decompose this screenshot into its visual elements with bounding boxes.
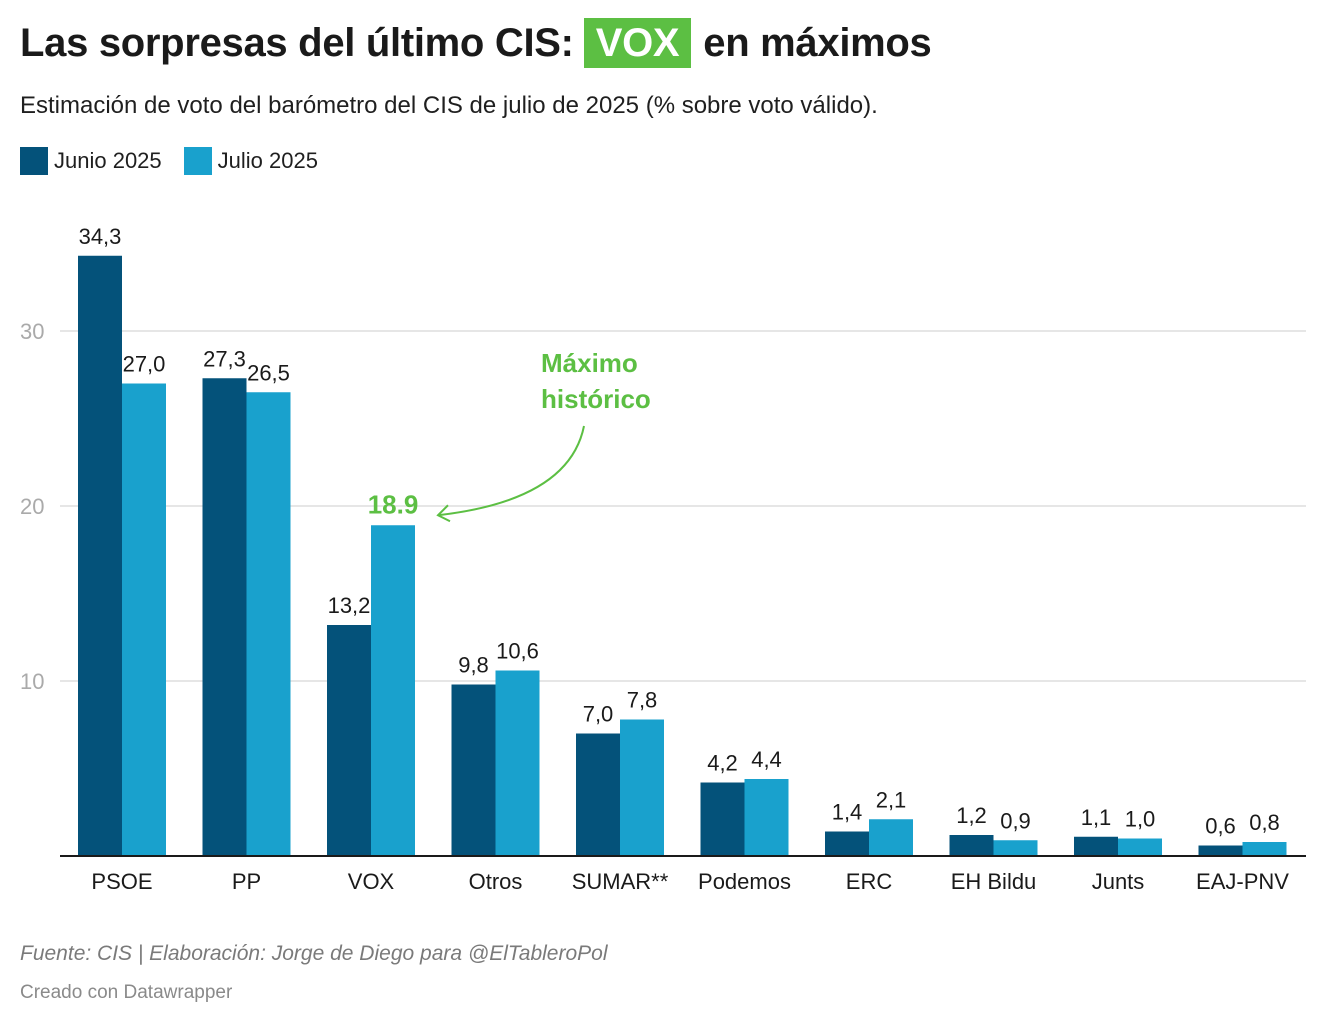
- value-label: 1,2: [956, 803, 987, 828]
- chart-subtitle: Estimación de voto del barómetro del CIS…: [20, 92, 878, 119]
- value-label: 27,0: [123, 352, 166, 377]
- annotation: Máximo histórico: [436, 348, 651, 523]
- title-suffix: en máximos: [703, 20, 932, 65]
- category-label: Podemos: [698, 869, 791, 894]
- value-label: 34,3: [79, 224, 122, 249]
- category-label: SUMAR**: [572, 869, 669, 894]
- value-label: 13,2: [328, 593, 371, 618]
- legend-item-julio: Julio 2025: [183, 147, 318, 175]
- bar-psoe-junio: [78, 255, 122, 856]
- category-label: PP: [232, 869, 261, 894]
- category-label: PSOE: [91, 869, 152, 894]
- bar-erc-julio: [869, 819, 913, 856]
- annotation-line1: Máximo: [541, 348, 638, 378]
- value-label: 0,6: [1205, 814, 1236, 839]
- bar-pp-junio: [202, 378, 247, 856]
- value-label: 1,4: [832, 800, 863, 825]
- bar-erc-junio: [825, 831, 869, 856]
- bar-chart: 10 20 30 34,3 27,0 27,326,5 13,2 18.9 9,8 10,6 7,…: [20, 224, 1306, 894]
- y-tick-label: 30: [20, 319, 44, 344]
- category-label: VOX: [348, 869, 395, 894]
- category-label: Junts: [1092, 869, 1145, 894]
- title-highlight-badge: VOX: [583, 18, 692, 68]
- value-label: 27,3: [203, 346, 246, 371]
- category-label: EH Bildu: [951, 869, 1037, 894]
- value-label: 1,0: [1125, 807, 1156, 832]
- bar-junts-julio: [1118, 838, 1162, 856]
- value-labels: 34,3 27,0 27,326,5 13,2 18.9 9,8 10,6 7,0 7,8 4,2…: [79, 224, 1280, 839]
- value-label: 7,0: [583, 702, 614, 727]
- bar-vox-julio: [371, 525, 415, 856]
- legend-label-julio: Julio 2025: [217, 148, 318, 173]
- bar-vox-junio: [327, 625, 371, 856]
- bar-otros-julio: [495, 670, 540, 856]
- credit-note: Creado con Datawrapper: [20, 982, 233, 1003]
- source-note: Fuente: CIS | Elaboración: Jorge de Dieg…: [20, 942, 608, 965]
- value-label: 26,5: [247, 360, 290, 385]
- value-label: 7,8: [627, 688, 658, 713]
- bar-junts-junio: [1074, 836, 1118, 856]
- category-label: Otros: [469, 869, 523, 894]
- bar-sumar-julio: [620, 719, 664, 856]
- value-label: 18.9: [368, 489, 419, 519]
- value-label: 4,2: [707, 751, 738, 776]
- bars: [60, 255, 1306, 857]
- annotation-arrowhead: [436, 504, 451, 523]
- category-labels: PSOE PP VOX Otros SUMAR** Podemos ERC EH Bildu J…: [91, 869, 1289, 894]
- bar-podemos-julio: [744, 779, 789, 856]
- legend-item-junio: Junio 2025: [20, 147, 162, 175]
- legend: Junio 2025 Julio 2025: [20, 147, 340, 175]
- bar-eajpnv-julio: [1242, 842, 1287, 856]
- y-tick-label: 20: [20, 494, 44, 519]
- chart-title: Las sorpresas del último CIS: VOX en máx…: [20, 18, 932, 68]
- bar-otros-junio: [451, 684, 496, 856]
- legend-swatch-julio: [183, 147, 212, 175]
- bar-ehbildu-julio: [993, 840, 1038, 856]
- bar-ehbildu-junio: [949, 835, 994, 856]
- value-label: 0,8: [1249, 810, 1280, 835]
- value-label: 2,1: [876, 787, 907, 812]
- bar-eajpnv-junio: [1198, 845, 1243, 856]
- title-prefix: Las sorpresas del último CIS:: [20, 20, 574, 65]
- value-label: 10,6: [496, 639, 539, 664]
- bar-sumar-junio: [576, 733, 620, 856]
- value-label: 1,1: [1081, 805, 1112, 830]
- legend-label-junio: Junio 2025: [54, 148, 162, 173]
- bar-psoe-julio: [122, 383, 166, 856]
- category-label: ERC: [846, 869, 893, 894]
- value-label: 0,9: [1000, 808, 1031, 833]
- annotation-line2: histórico: [541, 384, 651, 414]
- category-label: EAJ-PNV: [1196, 869, 1289, 894]
- bar-podemos-junio: [700, 782, 745, 856]
- y-tick-label: 10: [20, 669, 44, 694]
- value-label: 4,4: [751, 747, 782, 772]
- value-label: 9,8: [458, 653, 489, 678]
- annotation-arrow: [437, 425, 585, 517]
- bar-pp-julio: [246, 392, 291, 856]
- legend-swatch-junio: [20, 147, 48, 175]
